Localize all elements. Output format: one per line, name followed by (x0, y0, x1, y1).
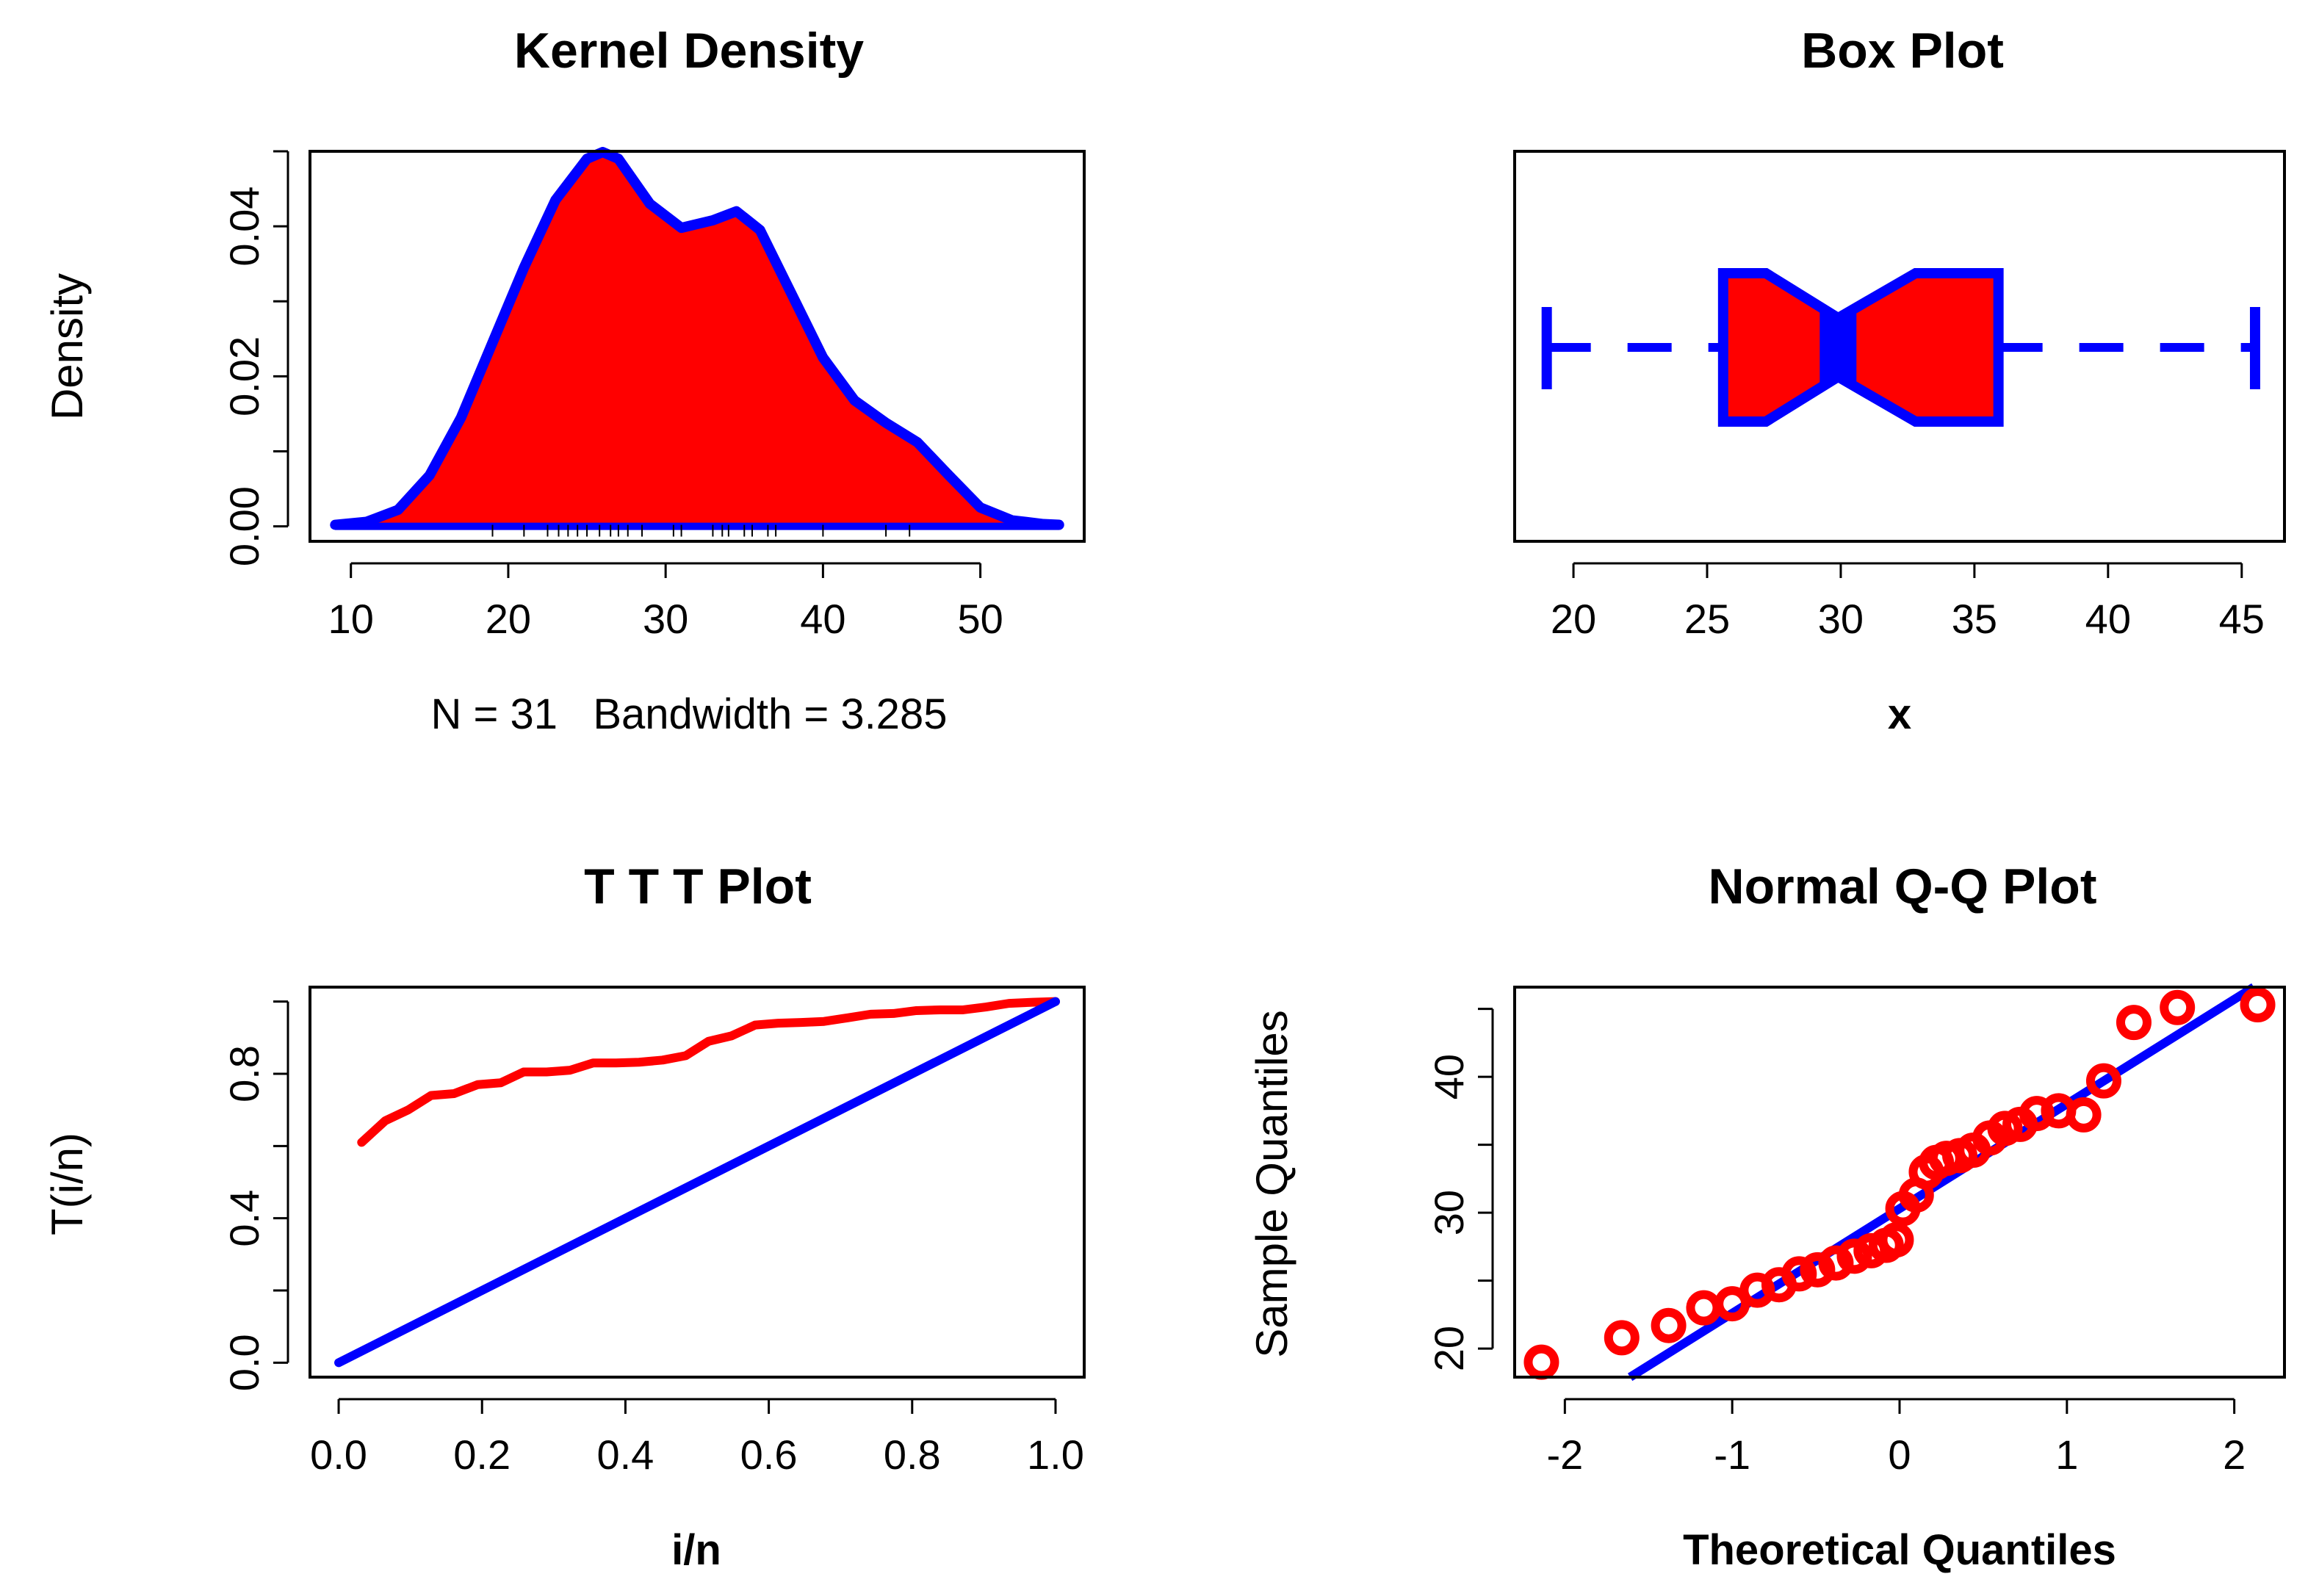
qq-plot-y-tick-label: 20 (1426, 1326, 1472, 1371)
ttt-plot-ylabel: T(i/n) (43, 1133, 92, 1235)
kernel-density-x-tick-label: 30 (643, 596, 688, 642)
qq-reference-line (1627, 983, 2257, 1382)
qq-plot-frame (1513, 986, 2286, 1379)
qq-point (2116, 1005, 2152, 1041)
qq-plot-y-tick-label: 40 (1426, 1054, 1472, 1099)
qq-plot-y-axis: 20 30 40 (1426, 1008, 1494, 1371)
qq-plot-x-axis: -2 -1 0 1 2 (1546, 1398, 2246, 1478)
qq-plot-x-tick-label: 2 (2223, 1431, 2246, 1478)
box-body (1717, 268, 2004, 427)
density-fill-area (335, 152, 1059, 527)
kernel-density-xlabel: N = 31 Bandwidth = 3.285 (431, 690, 948, 738)
qq-plot-x-tick-label: 1 (2055, 1431, 2078, 1478)
ttt-plot-y-axis: 0.0 0.4 0.8 (221, 1000, 289, 1391)
kernel-density-title: Kernel Density (514, 23, 864, 79)
box-plot-x-tick-label: 45 (2219, 596, 2265, 642)
ttt-plot-x-tick-label: 0.0 (310, 1431, 367, 1478)
qq-point (1714, 1286, 1750, 1322)
box-plot-x-tick-label: 25 (1684, 596, 1730, 642)
box-plot-x-tick-label: 20 (1551, 596, 1596, 642)
ttt-plot-x-tick-label: 1.0 (1027, 1431, 1084, 1478)
box-plot-x-tick-label: 35 (1952, 596, 1997, 642)
qq-point (2240, 987, 2276, 1023)
qq-plot-area (1523, 983, 2276, 1382)
qq-point (2160, 989, 2196, 1025)
qq-plot-x-tick-label: 0 (1888, 1431, 1911, 1478)
kernel-density-ylabel: Density (43, 273, 92, 420)
box-plot-x-tick-label: 30 (1818, 596, 1864, 642)
qq-point (1878, 1222, 1914, 1258)
qq-plot-x-tick-label: -1 (1714, 1431, 1750, 1478)
qq-plot-y-tick-label: 30 (1426, 1190, 1472, 1235)
ttt-plot-y-tick-label: 0.8 (221, 1045, 267, 1102)
qq-point (1800, 1252, 1836, 1288)
qq-plot-panel: Normal Q-Q Plot -2 -1 0 1 2 20 30 40 Theoretic… (1247, 859, 2286, 1574)
ttt-plot-area (334, 997, 1060, 1368)
qq-point (2085, 1063, 2121, 1099)
kernel-density-frame (309, 150, 1086, 543)
kernel-density-x-tick-label: 10 (328, 596, 374, 642)
qq-point (1818, 1245, 1854, 1281)
qq-point (1686, 1290, 1722, 1326)
ttt-plot-frame (309, 986, 1086, 1379)
kernel-density-y-tick-label: 0.02 (221, 336, 267, 416)
box-plot-x-tick-label: 40 (2085, 596, 2131, 642)
qq-point (1651, 1307, 1687, 1343)
qq-point (1781, 1256, 1817, 1292)
ttt-plot-xlabel: i/n (671, 1526, 721, 1574)
ttt-plot-x-tick-label: 0.6 (740, 1431, 798, 1478)
density-curve (330, 147, 1064, 530)
qq-point (1836, 1238, 1872, 1274)
qq-plot-ylabel: Sample Quantiles (1247, 1010, 1296, 1358)
qq-plot-title: Normal Q-Q Plot (1709, 859, 2097, 914)
ttt-plot-x-tick-label: 0.8 (884, 1431, 941, 1478)
ttt-diagonal-line (334, 997, 1060, 1368)
qq-plot-xlabel: Theoretical Quantiles (1683, 1526, 2116, 1574)
qq-point (1523, 1344, 1559, 1380)
kernel-density-y-tick-label: 0.00 (221, 486, 267, 566)
box-plot-area (1541, 268, 2260, 427)
ttt-plot-title: T T T Plot (584, 859, 812, 914)
kernel-density-plot-area (330, 147, 1064, 537)
box-plot-title: Box Plot (1801, 23, 2004, 79)
kernel-density-x-tick-label: 20 (486, 596, 531, 642)
ttt-plot-y-tick-label: 0.0 (221, 1334, 267, 1391)
kernel-density-y-tick-label: 0.04 (221, 187, 267, 267)
ttt-plot-x-tick-label: 0.2 (453, 1431, 511, 1478)
ttt-plot-x-axis: 0.0 0.2 0.4 0.6 0.8 1.0 (310, 1398, 1084, 1478)
qq-point (2066, 1097, 2102, 1133)
ttt-plot-x-tick-label: 0.4 (596, 1431, 654, 1478)
kernel-density-x-axis: 10 20 30 40 50 (328, 562, 1003, 642)
ttt-plot-y-tick-label: 0.4 (221, 1190, 267, 1247)
kernel-density-x-tick-label: 40 (800, 596, 845, 642)
qq-plot-x-tick-label: -2 (1546, 1431, 1583, 1478)
box-plot-panel: Box Plot 20 25 30 35 40 45 x (1513, 23, 2286, 738)
box-plot-xlabel: x (1888, 690, 1911, 738)
box-plot-x-axis: 20 25 30 35 40 45 (1551, 562, 2265, 642)
ttt-plot-panel: T T T Plot 0.0 0.2 0.4 0.6 0.8 1.0 0.00.40.8 … (43, 859, 1086, 1574)
qq-point (1604, 1320, 1640, 1356)
kernel-density-panel: Kernel Density 10 20 30 40 50 0.00 0.02 0.04 N… (43, 23, 1086, 738)
box-plot-frame (1513, 150, 2286, 543)
kernel-density-y-axis: 0.00 0.02 0.04 (221, 150, 289, 566)
kernel-density-x-tick-label: 50 (957, 596, 1003, 642)
ttt-curve (357, 997, 1060, 1147)
